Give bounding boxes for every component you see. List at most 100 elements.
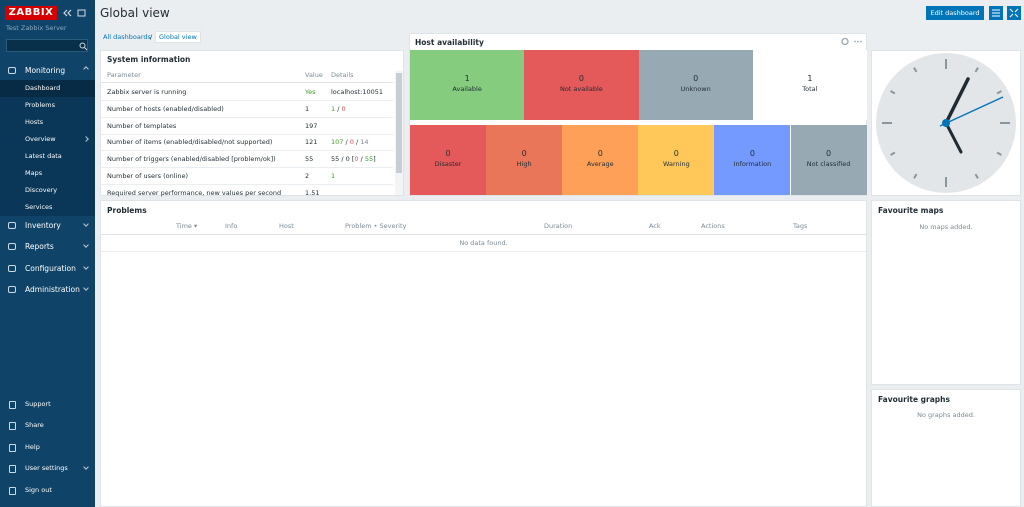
submenu-item[interactable]: Latest data: [0, 148, 95, 165]
chevron: [83, 464, 89, 470]
submenu-item[interactable]: Services: [0, 199, 95, 216]
search-icon[interactable]: [79, 42, 88, 51]
submenu-label[interactable]: Latest data: [25, 152, 62, 160]
footer-icon: [9, 487, 16, 495]
sidebar-controls[interactable]: [62, 8, 88, 18]
submenu-label[interactable]: Dashboard: [25, 84, 61, 92]
value: 121: [305, 138, 318, 147]
breadcrumb[interactable]: All dashboards: [103, 33, 151, 41]
availability-tile[interactable]: 0 Unknown: [638, 50, 753, 120]
tile-label: Total: [802, 85, 818, 93]
availability-tile[interactable]: 0 Average: [562, 125, 639, 195]
menu-icon: [8, 286, 16, 293]
detail-part: 0: [341, 104, 346, 113]
detail-part: 1: [331, 172, 336, 180]
submenu-label[interactable]: Maps: [25, 169, 43, 177]
availability-tile[interactable]: 1 Available: [410, 50, 525, 120]
tile-label: Unknown: [680, 85, 711, 93]
host-availability-widget: Host availability 1 Available 0 Not availab…: [409, 33, 867, 196]
menu-icon: [8, 222, 16, 229]
footer-link[interactable]: Sign out: [25, 486, 52, 494]
menu-section[interactable]: Reports: [25, 242, 54, 251]
detail-part: 14: [360, 138, 369, 147]
tile-label: High: [516, 160, 532, 168]
tile-label: Warning: [662, 160, 690, 168]
edit-dashboard-button[interactable]: Edit dashboard: [926, 6, 984, 20]
availability-tile[interactable]: 0 Warning: [638, 125, 715, 195]
footer-link[interactable]: Support: [25, 400, 51, 408]
row-rule: [101, 100, 393, 101]
tile-count: 0: [521, 149, 527, 158]
availability-tile[interactable]: 0 Information: [714, 125, 791, 195]
row-rule: [101, 184, 393, 185]
row-rule: [101, 150, 393, 152]
column-header: Ack: [649, 222, 661, 230]
tile-label: Available: [452, 85, 482, 93]
submenu-item[interactable]: Maps: [0, 165, 95, 182]
empty-message: No data found.: [459, 239, 508, 247]
detail-part: localhost:10051: [331, 88, 384, 96]
menu-icon: [8, 265, 16, 272]
submenu-label[interactable]: Hosts: [25, 118, 44, 126]
detail-part: /: [353, 138, 361, 147]
submenu-label[interactable]: Overview: [25, 135, 56, 143]
menu-section[interactable]: Monitoring: [25, 66, 66, 75]
footer-link[interactable]: User settings: [25, 464, 68, 472]
tile-count: 0: [578, 74, 584, 83]
details: localhost:10051: [331, 88, 383, 96]
menu-section[interactable]: Administration: [25, 285, 80, 294]
parameter: Number of users (online): [107, 172, 189, 180]
detail-part: /: [343, 138, 350, 147]
column-header[interactable]: Time ▾: [176, 222, 198, 230]
parameter: Number of hosts (enabled/disabled): [107, 104, 224, 113]
parameter: Required server performance, new values …: [107, 188, 282, 197]
favourite-graphs-widget: Favourite graphs No graphs added.: [871, 389, 1021, 507]
availability-tile[interactable]: 0 Not classified: [790, 125, 867, 195]
menu-section[interactable]: Inventory: [25, 221, 61, 230]
submenu-item[interactable]: Overview: [0, 131, 95, 148]
footer-icon: [9, 444, 16, 452]
availability-tile[interactable]: 0 Not available: [524, 50, 639, 120]
tile-label: Average: [586, 160, 614, 168]
parameter: Number of items (enabled/disabled/not su…: [107, 138, 273, 147]
scrollbar[interactable]: [395, 71, 403, 195]
tile-count: 0: [673, 149, 679, 158]
submenu-item[interactable]: Dashboard: [0, 80, 95, 97]
submenu: Dashboard Problems Hosts Overview Latest dat…: [0, 80, 95, 216]
tile-label: Disaster: [434, 160, 462, 168]
widget-controls[interactable]: [841, 37, 865, 46]
availability-tile[interactable]: 0 High: [486, 125, 563, 195]
logo[interactable]: ZABBIX: [5, 6, 57, 20]
sidebar: ZABBIX Test Zabbix Server Monitoring Dash…: [0, 0, 95, 507]
submenu-label[interactable]: Problems: [25, 101, 55, 109]
search-box[interactable]: [6, 39, 88, 52]
widget-title: Favourite graphs: [878, 395, 950, 404]
column-header: Host: [279, 222, 294, 230]
footer-icon: [9, 465, 16, 473]
availability-tile[interactable]: 0 Disaster: [410, 125, 487, 195]
widget-title: Problems: [107, 206, 147, 215]
column-header: Value: [305, 71, 323, 79]
parameter: Number of templates: [107, 121, 177, 130]
value: 55: [305, 155, 314, 164]
submenu-item[interactable]: Problems: [0, 97, 95, 114]
footer-link[interactable]: Help: [25, 443, 40, 451]
availability-tile[interactable]: 1 Total: [752, 50, 867, 120]
submenu-label[interactable]: Discovery: [25, 186, 58, 194]
submenu-label[interactable]: Services: [25, 203, 53, 211]
tile-label: Not available: [559, 85, 603, 93]
tile-label: Information: [733, 160, 772, 168]
footer-link[interactable]: Share: [25, 421, 44, 429]
breadcrumb-current[interactable]: Global view: [155, 31, 201, 43]
empty-message: No graphs added.: [917, 411, 975, 419]
menu-icon: [8, 67, 16, 74]
view-buttons[interactable]: [989, 6, 1021, 20]
details: 55 / 0 [0 / 55]: [331, 155, 376, 163]
submenu-item[interactable]: Hosts: [0, 114, 95, 131]
clock: [876, 53, 1016, 193]
submenu-item[interactable]: Discovery: [0, 182, 95, 199]
widget-title: Host availability: [415, 38, 484, 47]
column-header: Details: [331, 71, 354, 79]
menu-section[interactable]: Configuration: [25, 264, 76, 273]
